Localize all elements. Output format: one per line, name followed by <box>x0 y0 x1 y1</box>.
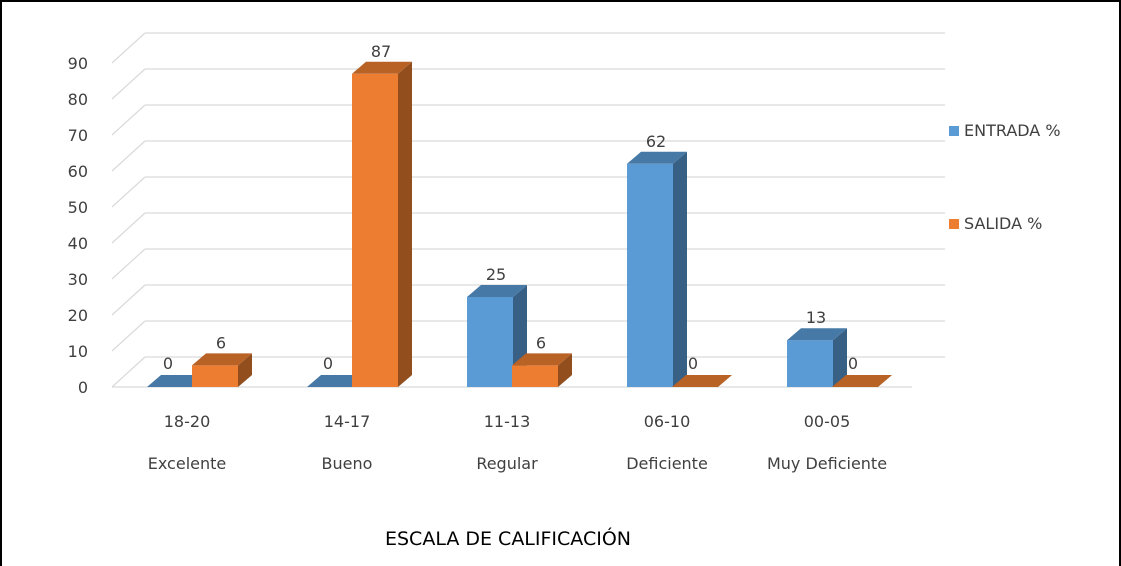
bar-salida-11-13 <box>512 353 572 387</box>
bar-top <box>832 375 892 387</box>
bar-salida-00-05 <box>832 375 892 387</box>
bar-salida-14-17 <box>352 61 412 388</box>
x-axis-title: ESCALA DE CALIFICACIÓN <box>385 526 631 550</box>
bar-top <box>512 353 572 366</box>
bar-side <box>558 353 572 387</box>
bar-top <box>192 353 252 366</box>
y-tick-label: 20 <box>68 306 88 325</box>
gridline-side <box>111 320 146 352</box>
gridline-side <box>111 212 146 244</box>
gridline-side <box>111 284 146 316</box>
bar-top <box>672 375 732 387</box>
bar-front <box>467 297 513 387</box>
gridline-side <box>111 32 146 64</box>
y-tick-label: 10 <box>68 342 88 361</box>
x-tick-label: 14-17 <box>324 412 371 431</box>
bar-side <box>833 328 847 387</box>
y-tick-label: 30 <box>68 270 88 289</box>
bar-salida-18-20 <box>192 353 252 387</box>
data-label: 6 <box>536 333 546 352</box>
legend-label: SALIDA % <box>964 214 1042 233</box>
y-tick-label: 90 <box>68 54 88 73</box>
legend: ENTRADA % SALIDA % <box>949 121 1061 233</box>
x-tick-label: 11-13 <box>484 412 531 431</box>
bar-top <box>352 61 412 74</box>
y-tick-label: 60 <box>68 162 88 181</box>
y-tick-label: 50 <box>68 198 88 217</box>
x-tick-label: 00-05 <box>804 412 851 431</box>
bar-front <box>787 340 833 387</box>
data-label: 87 <box>371 42 391 61</box>
bar-side <box>238 353 252 387</box>
gridline-side <box>111 248 146 280</box>
data-label: 6 <box>216 333 226 352</box>
data-label: 0 <box>688 354 698 373</box>
bar-top <box>787 328 847 341</box>
gridline-side <box>111 140 146 172</box>
bar-side <box>398 61 412 388</box>
data-label: 25 <box>486 265 506 284</box>
data-label: 0 <box>848 354 858 373</box>
bar-top <box>627 151 687 164</box>
y-tick-label: 70 <box>68 126 88 145</box>
legend-swatch <box>949 126 959 136</box>
y-tick-label: 40 <box>68 234 88 253</box>
bar-front <box>512 365 558 387</box>
x-tick-label: 18-20 <box>164 412 211 431</box>
data-label: 13 <box>806 308 826 327</box>
gridline-side <box>111 176 146 208</box>
gridline-side <box>111 356 146 388</box>
bar-salida-06-10 <box>672 375 732 387</box>
x-category-description: Deficiente <box>626 454 708 473</box>
data-label: 62 <box>646 132 666 151</box>
gridline-side <box>111 104 146 136</box>
bar-front <box>192 365 238 387</box>
gridline-side <box>111 68 146 100</box>
y-tick-label: 0 <box>78 378 88 397</box>
bar-front <box>627 163 673 387</box>
x-category-description: Bueno <box>322 454 373 473</box>
x-category-description: Regular <box>476 454 538 473</box>
data-labels: 0 6 0 87 25 6 62 0 13 0 <box>163 42 858 373</box>
bar-entrada-11-13 <box>467 285 527 387</box>
bar-front <box>352 73 398 388</box>
y-tick-label: 80 <box>68 90 88 109</box>
data-label: 0 <box>323 354 333 373</box>
gridlines <box>111 32 945 388</box>
legend-label: ENTRADA % <box>964 121 1061 140</box>
bar-top <box>467 285 527 297</box>
x-tick-label: 06-10 <box>644 412 691 431</box>
bar-entrada-06-10 <box>627 151 687 387</box>
data-label: 0 <box>163 354 173 373</box>
bars <box>147 61 892 388</box>
bar-entrada-00-05 <box>787 328 847 387</box>
y-axis: 0 10 20 30 40 50 60 70 80 90 <box>68 54 88 397</box>
bar-side <box>673 151 687 387</box>
x-category-description: Muy Deficiente <box>767 454 887 473</box>
x-category-description: Excelente <box>148 454 226 473</box>
legend-swatch <box>949 219 959 229</box>
